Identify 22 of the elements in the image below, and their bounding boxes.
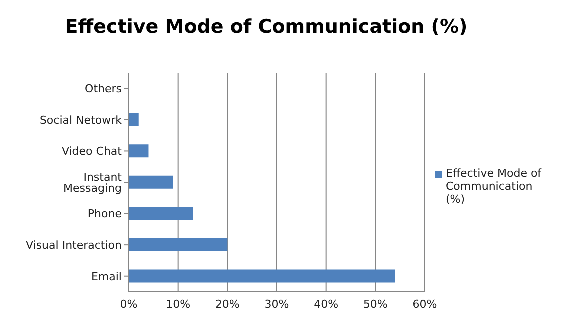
x-tick-label: 20% (215, 298, 240, 311)
bar (129, 144, 149, 158)
y-tick-label: Instant Messaging (64, 170, 123, 195)
y-tick-label: Video Chat (62, 145, 123, 158)
y-tick-label: Visual Interaction (26, 238, 122, 252)
x-tick-label: 0% (120, 298, 138, 311)
bar (129, 207, 194, 220)
y-tick-label: Email (91, 270, 122, 284)
y-tick-label: Phone (88, 208, 122, 221)
x-tick-label: 40% (314, 298, 339, 311)
y-tick-label: Others (85, 82, 122, 96)
x-tick-label: 60% (412, 298, 438, 311)
bar (129, 238, 228, 252)
bar (129, 176, 174, 189)
x-tick-label: 50% (363, 298, 388, 311)
x-tick-label: 10% (166, 298, 191, 311)
legend-label: Effective Mode of Communication (%) (446, 167, 543, 206)
x-tick-label: 30% (264, 298, 290, 311)
bar (129, 270, 396, 283)
bar (129, 113, 139, 126)
chart-title: Effective Mode of Communication (%) (64, 15, 469, 40)
y-tick-label: Social Netowrk (40, 114, 123, 127)
